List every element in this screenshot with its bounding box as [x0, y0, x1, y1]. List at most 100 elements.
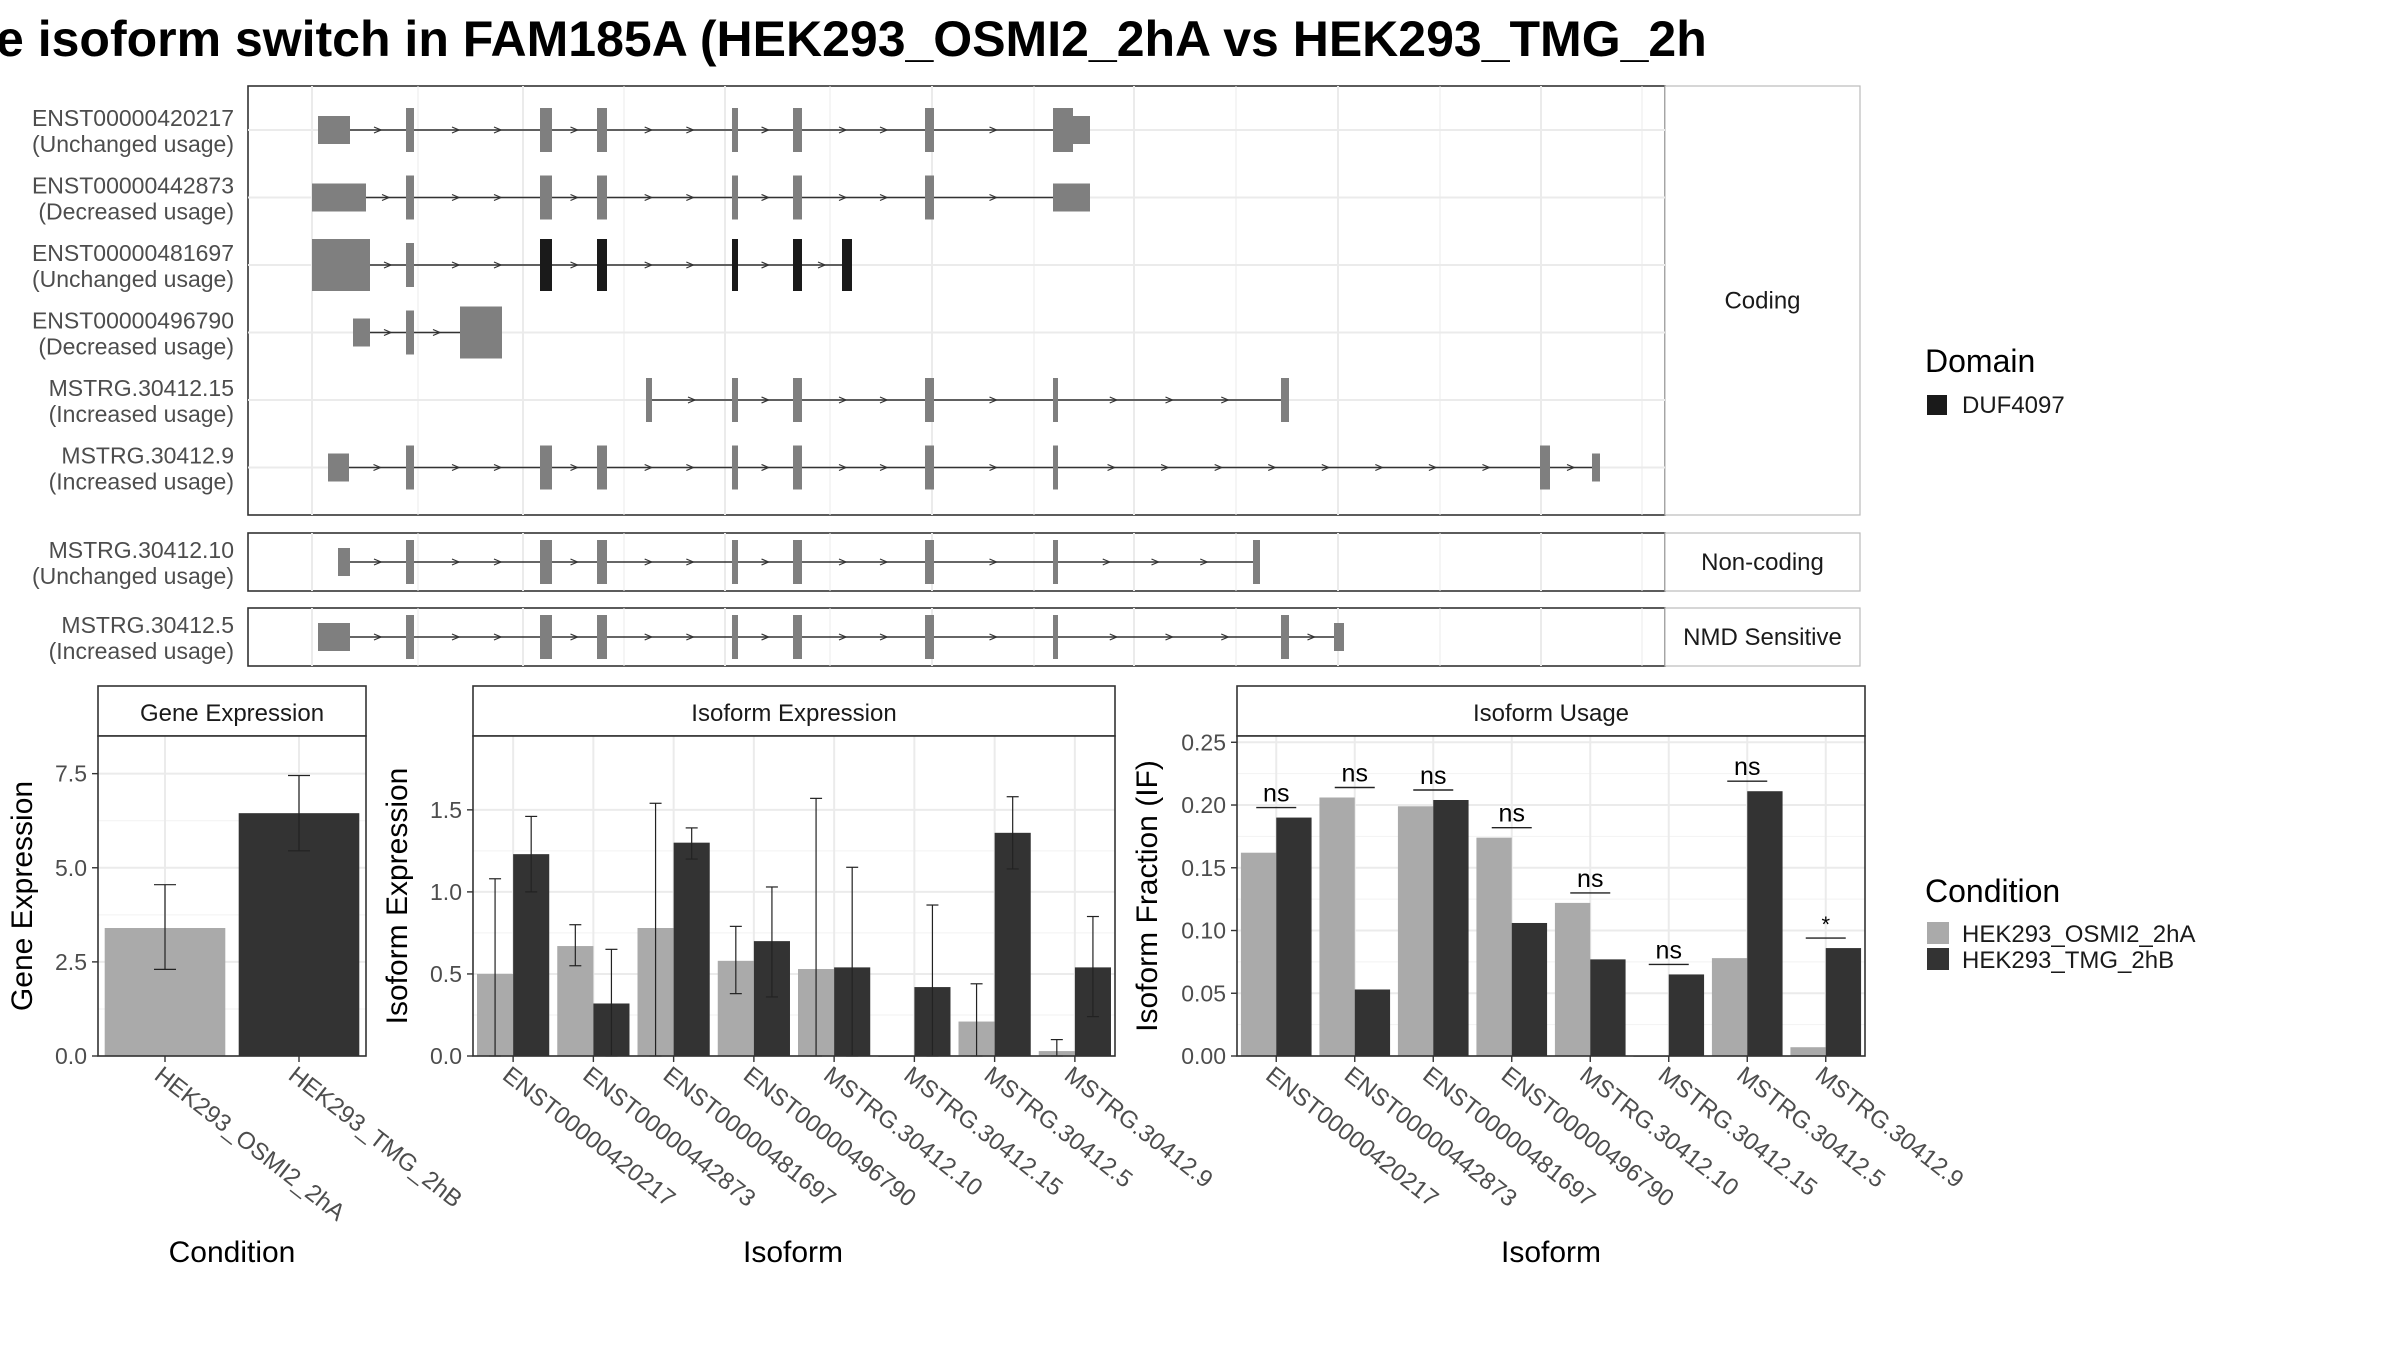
strand-arrow — [761, 396, 771, 404]
strand-arrow — [989, 126, 999, 134]
y-tick-label: 5.0 — [55, 855, 87, 881]
structure-panel-0 — [247, 85, 1666, 516]
exon — [1334, 623, 1344, 651]
strand-arrow — [1375, 463, 1384, 472]
strand-arrow — [644, 558, 654, 566]
bar — [1354, 989, 1391, 1056]
strand-arrow — [451, 633, 461, 641]
transcript-id-label: ENST00000420217 — [32, 105, 234, 131]
exon — [1592, 453, 1600, 482]
strand-arrow — [373, 126, 383, 134]
exon — [1253, 540, 1260, 584]
condition-legend-swatch — [1927, 922, 1949, 944]
exon — [732, 445, 738, 490]
panel-border-2 — [1236, 735, 1866, 1057]
exon — [540, 108, 552, 152]
exon — [312, 183, 366, 212]
exon — [597, 239, 607, 291]
strand-arrow — [761, 193, 771, 202]
strand-arrow — [879, 193, 889, 202]
strand-arrow — [879, 558, 889, 566]
exon — [732, 108, 738, 152]
exon — [460, 306, 502, 359]
y-axis-title: Gene Expression — [6, 781, 39, 1011]
y-tick-label: 0.15 — [1181, 855, 1226, 881]
transcript-usage-label: (Increased usage) — [49, 401, 234, 427]
panel-border-0 — [97, 735, 367, 1057]
exon — [406, 243, 414, 287]
domain-legend-label: DUF4097 — [1962, 392, 2065, 419]
exon — [793, 445, 802, 490]
x-axis-title: Isoform — [1501, 1236, 1601, 1269]
x-axis-title: Condition — [169, 1236, 296, 1269]
strand-arrow — [644, 126, 654, 134]
significance-label: ns — [1577, 865, 1603, 893]
exon — [1281, 378, 1289, 422]
bar — [1711, 958, 1748, 1056]
strand-arrow — [1165, 633, 1175, 641]
exon — [597, 615, 607, 659]
panel-border-1 — [472, 735, 1116, 1057]
legends: Domain DUF4097 Condition HEK293_OSMI2_2hAHE… — [1925, 343, 2195, 974]
exon — [1053, 540, 1058, 584]
y-tick-label: 0.20 — [1181, 792, 1226, 818]
exon — [732, 175, 738, 220]
exon — [353, 318, 370, 347]
exon — [540, 239, 552, 291]
exon — [1281, 615, 1289, 659]
structure-strip-1 — [1664, 532, 1861, 592]
transcript-id-label: ENST00000496790 — [32, 308, 234, 334]
strand-arrow — [381, 193, 391, 202]
exon — [328, 453, 349, 482]
y-tick-label: 7.5 — [55, 761, 87, 787]
strand-arrow — [761, 633, 771, 641]
exon — [925, 108, 934, 152]
strand-arrow — [686, 463, 695, 472]
strand-arrow — [383, 261, 393, 269]
strand-arrow — [761, 261, 771, 269]
strand-arrow — [570, 463, 580, 472]
strand-arrow — [373, 633, 383, 641]
strand-arrow — [1428, 463, 1438, 472]
x-tick-label: MSTRG.30412.9 — [1059, 1061, 1218, 1193]
exon — [925, 378, 934, 422]
bar — [673, 842, 710, 1056]
panel-strip-1 — [472, 685, 1116, 737]
strand-arrow — [686, 261, 695, 269]
panel-title: Gene Expression — [140, 700, 324, 727]
strand-arrow — [686, 126, 695, 134]
strand-arrow — [838, 633, 848, 641]
strand-arrow — [1566, 463, 1576, 472]
y-tick-label: 0.10 — [1181, 918, 1226, 944]
strand-arrow — [989, 193, 999, 202]
exon — [597, 108, 607, 152]
strip-label-1: Non-coding — [1701, 549, 1824, 576]
strand-arrow — [373, 558, 383, 566]
exon — [406, 108, 414, 152]
strand-arrow — [1102, 558, 1112, 566]
exon — [793, 378, 802, 422]
exon — [732, 378, 738, 422]
y-axis-title: Isoform Fraction (IF) — [1131, 760, 1164, 1032]
strand-arrow — [1107, 463, 1117, 472]
condition-legend-label: HEK293_TMG_2hB — [1962, 947, 2174, 974]
strand-arrow — [1165, 396, 1175, 404]
y-tick-label: 0.0 — [430, 1043, 462, 1069]
strand-arrow — [644, 261, 654, 269]
strand-arrow — [493, 558, 503, 566]
y-tick-label: 0.05 — [1181, 980, 1226, 1006]
y-tick-label: 1.0 — [430, 879, 462, 905]
strand-arrow — [686, 193, 695, 202]
significance-label: * — [1821, 912, 1830, 937]
strand-arrow — [644, 633, 654, 641]
strand-arrow — [838, 126, 848, 134]
strand-arrow — [644, 463, 654, 472]
transcript-usage-label: (Unchanged usage) — [32, 266, 234, 292]
strip-label-0: Coding — [1724, 288, 1800, 315]
strand-arrow — [1321, 463, 1331, 472]
transcript-structure-plot: Coding ENST00000420217 (Unchanged usage) EN… — [32, 85, 1861, 667]
exon — [732, 540, 738, 584]
strand-arrow — [879, 633, 889, 641]
strand-arrow — [817, 261, 827, 269]
